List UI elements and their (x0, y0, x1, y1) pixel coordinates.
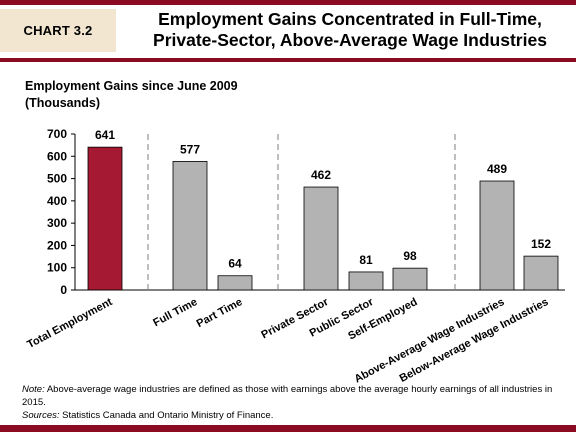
y-axis-title-line-1: Employment Gains since June 2009 (25, 79, 238, 93)
note-text: Above-average wage industries are define… (22, 384, 553, 408)
y-tick-label: 300 (47, 216, 67, 230)
sources-line: Sources: Statistics Canada and Ontario M… (22, 409, 572, 422)
bar (217, 275, 253, 291)
data-label: 152 (531, 237, 551, 251)
y-tick-label: 400 (47, 194, 67, 208)
data-label: 81 (359, 253, 373, 267)
sources-label: Sources: (22, 410, 60, 421)
bar (392, 267, 428, 291)
data-label: 98 (403, 249, 417, 263)
chart-title: Employment Gains Concentrated in Full-Ti… (130, 9, 570, 51)
data-label: 64 (228, 257, 242, 271)
y-tick-label: 700 (47, 127, 67, 141)
y-tick-label: 100 (47, 261, 67, 275)
note-label: Note: (22, 384, 45, 395)
header-rule (0, 58, 576, 62)
category-label: Full Time (151, 296, 199, 329)
bar (523, 255, 559, 291)
chart-number-tag: CHART 3.2 (0, 9, 116, 52)
bar (479, 180, 515, 291)
bar (172, 161, 208, 291)
y-tick-label: 200 (47, 238, 67, 252)
category-label: Total Employment (25, 296, 114, 351)
y-tick-label: 0 (60, 283, 67, 297)
data-label: 577 (180, 142, 200, 156)
note-line: Note: Above-average wage industries are … (22, 383, 572, 409)
bar (303, 186, 339, 291)
y-axis-title-line-2: (Thousands) (25, 96, 100, 110)
chart-footnote: Note: Above-average wage industries are … (22, 383, 572, 422)
y-axis-title: Employment Gains since June 2009 (Thousa… (25, 78, 238, 112)
data-label: 462 (311, 168, 331, 182)
sources-text: Statistics Canada and Ontario Ministry o… (59, 410, 274, 421)
category-label: Part Time (195, 296, 245, 330)
chart-title-line-2: Private-Sector, Above-Average Wage Indus… (153, 30, 547, 50)
top-brand-bar (0, 0, 576, 5)
bottom-brand-bar (0, 425, 576, 432)
data-label: 489 (487, 162, 507, 176)
chart-title-line-1: Employment Gains Concentrated in Full-Ti… (158, 9, 542, 29)
y-tick-label: 600 (47, 149, 67, 163)
bar (87, 146, 123, 291)
bar (348, 271, 384, 291)
data-label: 641 (95, 128, 115, 142)
y-tick-label: 500 (47, 172, 67, 186)
